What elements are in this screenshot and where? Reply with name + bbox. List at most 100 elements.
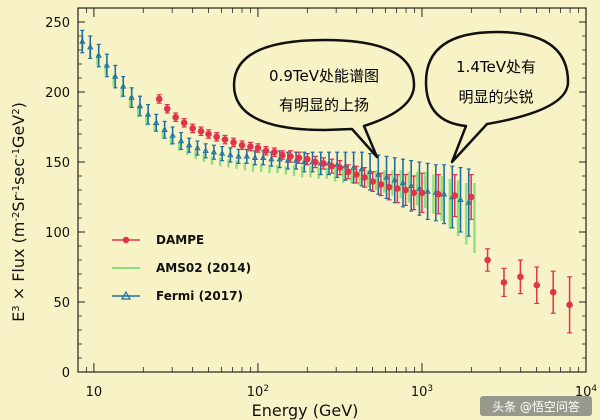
data-point-dampe [221,136,229,143]
legend-item-ams02: AMS02 (2014) [112,261,251,275]
x-axis: 10 102 103 104 [77,8,597,400]
data-point-fermi-2017 [235,152,242,159]
data-point-dampe [369,178,377,185]
data-point-fermi-2017 [342,162,349,169]
y-axis-title: E3 × Flux (m-2Sr-1sec-1GeV2) [9,102,28,322]
data-point-dampe [328,162,336,170]
data-point-dampe [254,144,262,152]
data-point-dampe [320,160,327,167]
data-point-dampe [155,95,163,103]
annotation-1-line-2: 有明显的上扬 [279,96,369,114]
data-point-dampe [189,125,196,132]
data-point-fermi-2017 [243,152,250,159]
y-tick-label: 250 [45,16,70,31]
data-point-dampe [238,141,246,149]
data-point-dampe [467,193,475,201]
series-fermi-2017 [79,29,472,237]
data-point-dampe [230,139,237,146]
x-tick-label: 10 [86,385,103,400]
data-point-fermi-2017 [284,157,292,163]
data-point-fermi-2017 [399,179,407,186]
annotation-bubble-2-shape [424,30,570,164]
y-tick-label: 50 [53,296,70,311]
y-tick-label: 150 [45,156,70,171]
data-point-fermi-2017 [383,173,390,180]
data-point-fermi-2017 [350,164,357,170]
data-point-fermi-2017 [202,147,209,153]
legend-item-dampe: DAMPE [112,233,204,247]
annotation-1-line-1: 0.9TeV处能谱图 [269,67,379,85]
watermark-text: 头条 @悟空问答 [492,399,580,414]
data-point-dampe [435,190,442,198]
data-point-fermi-2017 [120,82,127,89]
data-point-dampe [418,189,426,197]
data-point-fermi-2017 [177,137,185,144]
data-point-fermi-2017 [424,187,431,194]
series-dampe [155,94,573,334]
data-point-fermi-2017 [112,73,119,79]
data-point-fermi-2017 [227,151,234,158]
y-tick-label: 200 [45,86,70,101]
data-point-dampe [279,151,286,159]
data-point-fermi-2017 [144,110,152,117]
data-point-dampe [205,130,212,138]
data-point-dampe [361,174,368,181]
y-axis: 0 50 100 150 200 250 [45,16,586,381]
data-point-dampe [312,158,319,166]
data-point-dampe [172,113,179,121]
data-point-dampe [336,164,344,171]
y-tick-label: 100 [45,226,70,241]
data-point-fermi-2017 [79,38,86,44]
data-point-dampe [549,288,557,296]
data-point-dampe [451,192,459,199]
data-point-fermi-2017 [408,182,415,188]
data-point-dampe [247,143,254,150]
data-point-fermi-2017 [210,148,218,155]
data-point-fermi-2017 [416,185,423,191]
annotation-bubble-1: 0.9TeV处能谱图 有明显的上扬 [232,38,416,159]
data-point-fermi-2017 [169,131,176,138]
data-point-fermi-2017 [95,52,102,58]
data-point-fermi-2017 [457,196,464,202]
data-point-dampe [394,185,401,192]
annotation-bubble-1-shape [232,38,416,159]
data-point-fermi-2017 [194,144,201,151]
data-point-dampe [500,279,508,286]
data-point-fermi-2017 [186,141,193,148]
data-point-fermi-2017 [358,165,366,172]
data-point-dampe [213,133,220,141]
watermark-background [480,396,592,416]
legend-label-fermi: Fermi (2017) [156,289,243,303]
data-point-fermi-2017 [128,94,135,100]
data-point-fermi-2017 [161,126,168,132]
data-point-dampe [197,127,205,135]
data-point-dampe [262,147,270,155]
data-point-fermi-2017 [153,119,160,125]
data-point-dampe [163,105,171,113]
legend-marker-dampe [122,236,130,244]
data-point-dampe [180,119,188,127]
data-point-fermi-2017 [260,154,267,160]
data-point-dampe [304,155,311,163]
annotation-2-line-2: 明显的尖锐 [458,88,533,106]
data-point-dampe [295,154,303,162]
data-point-dampe [566,301,573,309]
legend-label-dampe: DAMPE [156,233,204,247]
data-point-dampe [484,256,491,264]
data-point-fermi-2017 [103,61,111,68]
x-tick-label: 103 [411,384,433,400]
legend-item-fermi: Fermi (2017) [112,289,243,303]
data-point-fermi-2017 [391,176,398,183]
series-layer [79,29,573,334]
data-point-fermi-2017 [87,43,94,50]
data-point-fermi-2017 [218,150,226,156]
data-point-dampe [402,186,409,194]
data-point-dampe [410,189,418,197]
data-point-fermi-2017 [136,102,144,109]
data-point-fermi-2017 [465,199,472,205]
data-point-fermi-2017 [251,154,259,160]
legend-label-ams02: AMS02 (2014) [156,261,251,275]
annotation-bubble-2: 1.4TeV处有 明显的尖锐 [424,30,570,164]
watermark: 头条 @悟空问答 [480,396,592,416]
